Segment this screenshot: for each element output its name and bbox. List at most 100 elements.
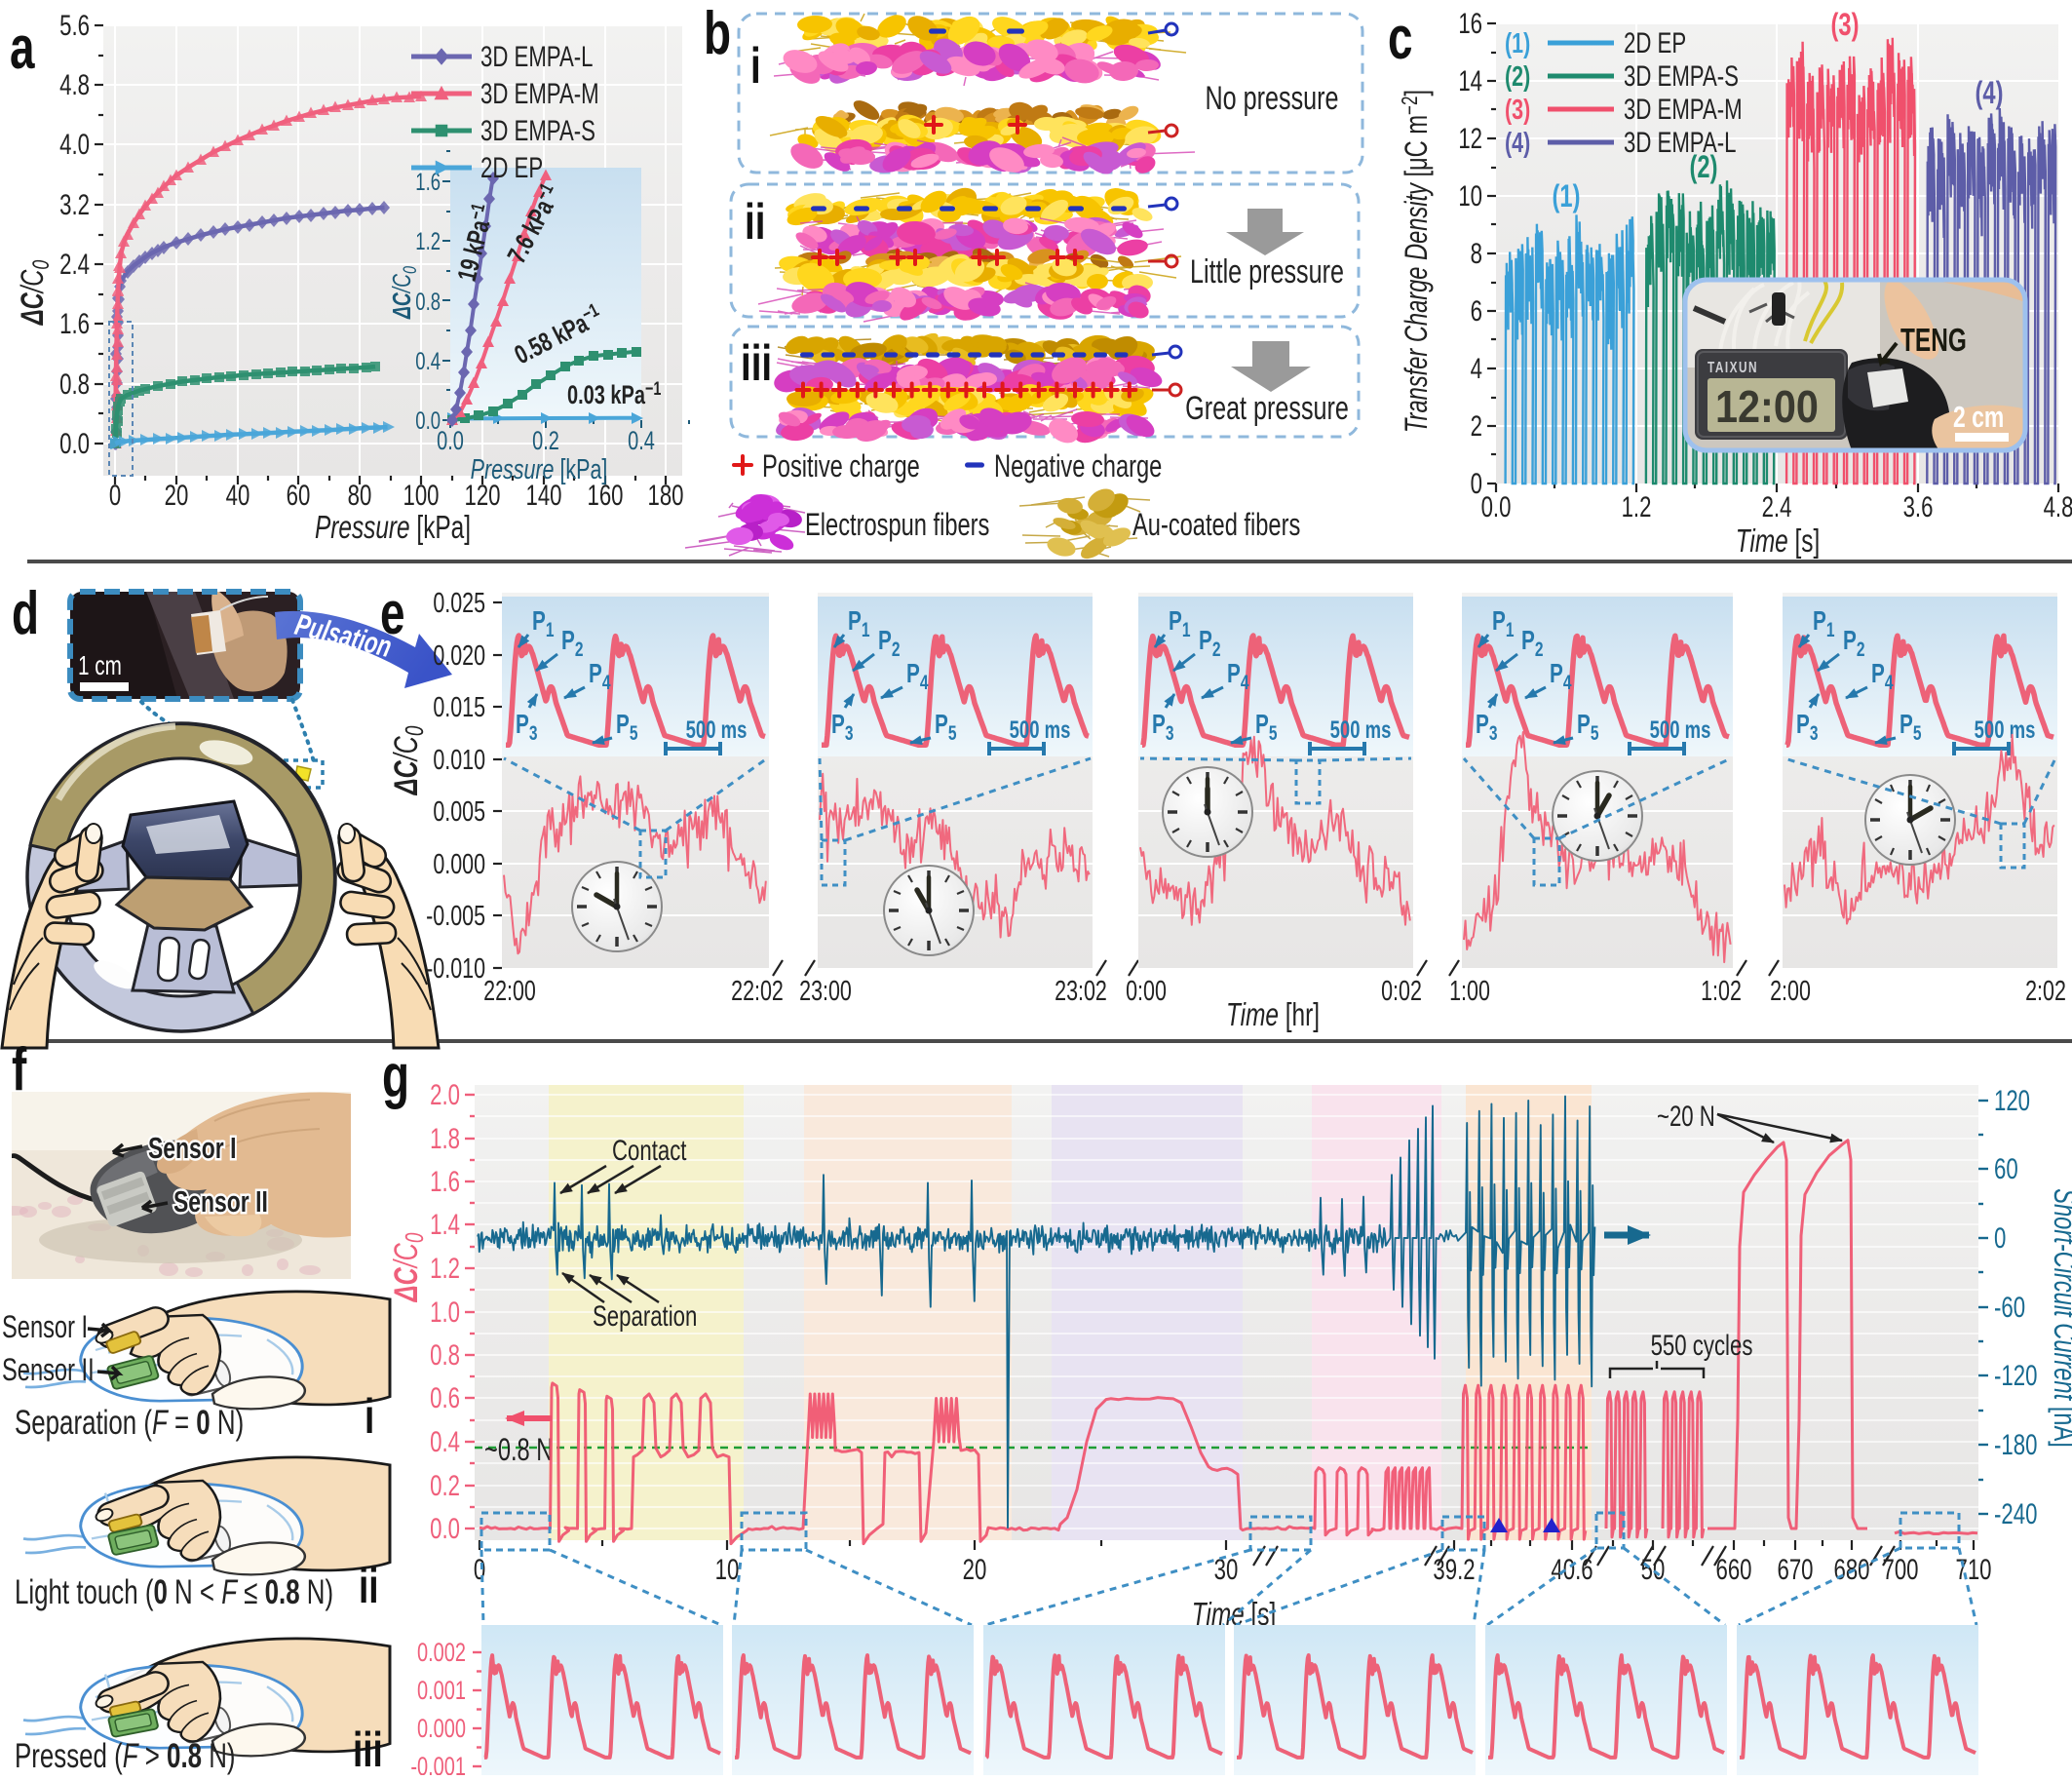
svg-text:0: 0	[109, 479, 121, 512]
svg-text:0.000: 0.000	[417, 1714, 466, 1744]
svg-text:Sensor I: Sensor I	[148, 1131, 236, 1165]
svg-text:Time [hr]: Time [hr]	[1226, 998, 1320, 1033]
svg-text:Contact: Contact	[612, 1134, 687, 1167]
svg-text:Sensor II: Sensor II	[173, 1184, 268, 1219]
svg-text:Little pressure: Little pressure	[1190, 253, 1344, 290]
svg-text:1.2: 1.2	[1622, 490, 1652, 523]
svg-text:500 ms: 500 ms	[1650, 716, 1711, 743]
svg-text:Light touch (0 N < F ≤ 0.8 N): Light touch (0 N < F ≤ 0.8 N)	[15, 1572, 333, 1611]
svg-text:500 ms: 500 ms	[1975, 716, 2036, 743]
svg-text:Negative charge: Negative charge	[994, 449, 1162, 484]
svg-text:1:00: 1:00	[1449, 976, 1490, 1007]
svg-text:i: i	[365, 1390, 374, 1445]
svg-text:22:00: 22:00	[483, 976, 536, 1007]
svg-text:12:00: 12:00	[1715, 382, 1819, 433]
svg-text:120: 120	[1994, 1084, 2030, 1117]
svg-text:160: 160	[587, 479, 623, 512]
svg-text:0.015: 0.015	[433, 692, 485, 723]
svg-text:Transfer Charge Density [μC m−: Transfer Charge Density [μC m−2]	[1399, 90, 1434, 433]
svg-text:4.8: 4.8	[59, 68, 90, 101]
svg-text:10: 10	[1458, 179, 1482, 213]
svg-text:6: 6	[1471, 294, 1482, 328]
svg-text:0.002: 0.002	[417, 1638, 466, 1668]
svg-text:180: 180	[647, 479, 683, 512]
svg-text:3D EMPA-M: 3D EMPA-M	[480, 77, 599, 110]
svg-text:a: a	[10, 14, 35, 81]
svg-text:-0.010: -0.010	[426, 953, 485, 985]
svg-text:0.6: 0.6	[430, 1381, 460, 1414]
svg-text:680: 680	[1833, 1553, 1869, 1586]
svg-text:670: 670	[1777, 1553, 1813, 1586]
svg-text:20: 20	[165, 479, 189, 512]
svg-text:500 ms: 500 ms	[686, 716, 748, 743]
svg-text:120: 120	[464, 479, 500, 512]
svg-text:60: 60	[287, 479, 311, 512]
svg-text:-0.005: -0.005	[426, 901, 485, 932]
svg-text:Pressed (F > 0.8 N): Pressed (F > 0.8 N)	[15, 1736, 236, 1775]
svg-text:Sensor I: Sensor I	[2, 1310, 88, 1344]
svg-text:500 ms: 500 ms	[1330, 716, 1392, 743]
svg-text:2:00: 2:00	[1770, 976, 1811, 1007]
svg-text:1.6: 1.6	[59, 307, 90, 340]
svg-text:0.2: 0.2	[430, 1469, 460, 1502]
svg-text:-0.001: -0.001	[410, 1752, 466, 1775]
svg-text:(3): (3)	[1505, 95, 1530, 126]
svg-text:10: 10	[715, 1553, 740, 1586]
svg-text:-120: -120	[1994, 1359, 2037, 1392]
svg-text:3D EMPA-S: 3D EMPA-S	[480, 114, 595, 147]
svg-text:2: 2	[1471, 409, 1482, 443]
svg-text:0.0: 0.0	[1481, 490, 1512, 523]
svg-text:Separation (F = 0 N): Separation (F = 0 N)	[15, 1403, 244, 1442]
svg-text:ii: ii	[359, 1560, 379, 1614]
svg-text:2D EP: 2D EP	[480, 151, 543, 184]
svg-text:0.0: 0.0	[437, 426, 464, 456]
svg-text:-240: -240	[1994, 1497, 2037, 1530]
svg-text:40.6: 40.6	[1551, 1553, 1592, 1586]
svg-text:710: 710	[1955, 1553, 1991, 1586]
svg-text:Short-Circuit Current [nA]: Short-Circuit Current [nA]	[2048, 1188, 2072, 1448]
svg-text:3D EMPA-M: 3D EMPA-M	[1624, 93, 1743, 126]
svg-text:0: 0	[1471, 467, 1482, 500]
svg-text:ΔC/C0: ΔC/C0	[388, 1232, 428, 1302]
svg-text:4.8: 4.8	[2044, 490, 2072, 523]
svg-text:39.2: 39.2	[1433, 1553, 1475, 1586]
svg-text:-60: -60	[1994, 1291, 2025, 1324]
svg-text:(4): (4)	[1976, 76, 2004, 110]
svg-text:22:02: 22:02	[731, 976, 784, 1007]
svg-text:1 cm: 1 cm	[78, 651, 122, 681]
svg-text:50: 50	[1641, 1553, 1666, 1586]
svg-text:(3): (3)	[1831, 8, 1860, 42]
svg-text:0: 0	[1994, 1221, 2006, 1255]
svg-text:500 ms: 500 ms	[1010, 716, 1071, 743]
svg-text:Pressure [kPa]: Pressure [kPa]	[315, 511, 471, 546]
svg-text:0:02: 0:02	[1381, 976, 1422, 1007]
svg-text:60: 60	[1994, 1152, 2018, 1185]
svg-text:0.005: 0.005	[433, 796, 485, 828]
svg-text:-180: -180	[1994, 1428, 2037, 1461]
svg-text:1.6: 1.6	[430, 1165, 460, 1198]
svg-text:No pressure: No pressure	[1206, 80, 1339, 117]
svg-text:TENG: TENG	[1900, 324, 1967, 359]
svg-text:Time [s]: Time [s]	[1736, 524, 1821, 560]
svg-text:Pressure [kPa]: Pressure [kPa]	[471, 454, 608, 485]
svg-text:~0.8 N: ~0.8 N	[484, 1433, 553, 1467]
svg-text:3D EMPA-S: 3D EMPA-S	[1624, 59, 1739, 93]
svg-text:2 cm: 2 cm	[1953, 400, 2004, 434]
svg-text:Sensor II: Sensor II	[2, 1353, 95, 1387]
svg-text:ii: ii	[745, 193, 765, 250]
svg-text:23:02: 23:02	[1055, 976, 1107, 1007]
svg-text:(2): (2)	[1690, 150, 1718, 184]
svg-text:1.2: 1.2	[415, 227, 441, 254]
svg-text:23:00: 23:00	[799, 976, 852, 1007]
svg-text:b: b	[704, 0, 731, 67]
svg-text:3.2: 3.2	[59, 188, 90, 221]
svg-text:3D EMPA-L: 3D EMPA-L	[480, 40, 593, 73]
svg-text:0.4: 0.4	[430, 1425, 460, 1458]
svg-text:0.025: 0.025	[433, 588, 485, 619]
svg-text:i: i	[750, 37, 761, 94]
svg-text:4: 4	[1471, 352, 1482, 385]
svg-text:12: 12	[1458, 122, 1482, 155]
svg-text:40: 40	[226, 479, 250, 512]
svg-text:80: 80	[348, 479, 372, 512]
svg-text:0.2: 0.2	[532, 426, 559, 456]
